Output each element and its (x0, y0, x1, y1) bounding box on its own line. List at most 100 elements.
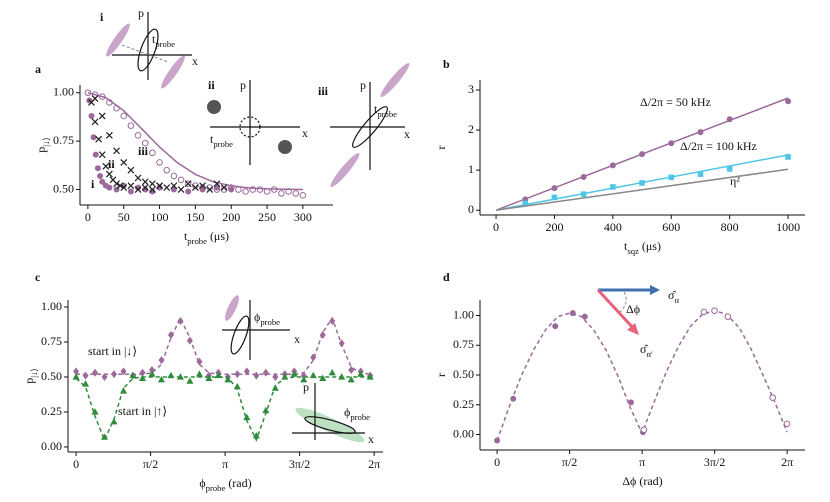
text-part: a (35, 62, 41, 76)
y-axis-label: r (434, 146, 448, 150)
data-point (233, 382, 241, 390)
data-point (95, 135, 103, 143)
text-part: x (368, 432, 374, 446)
x-tick-label: 100 (151, 210, 169, 224)
data-point (141, 184, 149, 192)
data-point (177, 186, 185, 193)
data-point (309, 371, 317, 379)
text-part: |↓⟩ (41, 137, 51, 146)
x-tick-label: π/2 (143, 457, 158, 471)
annotation: ii (108, 157, 115, 171)
text-part: probe (155, 39, 175, 49)
inset-sketches (106, 12, 660, 443)
data-point (234, 370, 241, 379)
data-point (627, 399, 634, 406)
data-point (157, 375, 165, 383)
data-point (551, 194, 558, 201)
text-part: i (100, 10, 104, 24)
data-point (213, 184, 220, 191)
fit-line (495, 168, 789, 211)
y-tick-label: 3 (468, 82, 474, 96)
text-part: 0.25 (453, 397, 474, 411)
data-point (163, 184, 171, 192)
annotation: σ̂α′ (640, 342, 653, 359)
text-part: ii (108, 157, 115, 171)
series-label: start in |↓⟩ (88, 344, 137, 358)
coherent-state (207, 100, 221, 114)
data-point (105, 131, 113, 139)
text-part: 0.50 (53, 181, 74, 195)
text-part: 200 (222, 210, 240, 224)
x-axis-label: ϕprobe (rad) (199, 476, 251, 493)
data-point (82, 371, 89, 380)
data-point (214, 371, 222, 379)
data-point (199, 186, 206, 193)
data-point (92, 368, 99, 377)
data-point (116, 182, 124, 190)
text-part: 3π/2 (704, 455, 725, 469)
annotation: Δϕ (626, 302, 640, 316)
y-tick-label: 0 (468, 202, 474, 216)
data-point (92, 151, 99, 158)
data-point (228, 186, 235, 193)
data-point (106, 184, 113, 191)
text-part: 800 (721, 220, 739, 234)
data-point (243, 367, 250, 376)
text-part: p (34, 147, 48, 153)
text-part: p (303, 380, 309, 394)
data-point (357, 370, 365, 377)
x-tick-label: π (222, 457, 228, 471)
data-point (199, 182, 206, 190)
fit-line (75, 376, 371, 442)
data-point (120, 367, 127, 376)
data-point (110, 417, 118, 425)
text-part: 0.00 (453, 426, 474, 440)
data-point (99, 178, 106, 185)
series-label: Δ/2π = 100 kHz (680, 139, 757, 153)
text-part: x (404, 127, 410, 141)
sigma-prime-arrow (596, 288, 637, 332)
text-part: iii (318, 84, 329, 98)
data-point (101, 372, 108, 381)
annotation: iii (138, 144, 149, 158)
data-point (170, 172, 178, 180)
data-point (640, 426, 648, 434)
x-tick-label: 600 (662, 220, 680, 234)
data-point (97, 172, 104, 179)
text-part: 0.50 (453, 367, 474, 381)
text-part: start in |↑⟩ (118, 404, 167, 418)
data-point (120, 387, 128, 394)
text-part: 1.00 (53, 84, 74, 98)
text-part: Δ/2π = 100 kHz (680, 139, 757, 153)
data-point (700, 308, 708, 316)
y-tick-label: 0.25 (453, 397, 474, 411)
x-tick-label: 50 (118, 210, 130, 224)
data-point (72, 373, 80, 380)
y-tick-label: 0.50 (41, 369, 62, 383)
data-point (329, 316, 336, 325)
x-tick-label: 0 (85, 210, 91, 224)
data-point (91, 118, 99, 126)
data-point (319, 374, 327, 381)
x-tick-label: 3π/2 (289, 457, 310, 471)
data-point (138, 374, 146, 381)
squeezed-state (161, 55, 185, 89)
text-part: x (302, 126, 308, 140)
data-point (170, 182, 178, 190)
text-part: 0 (468, 202, 474, 216)
data-point (111, 370, 118, 379)
x-tick-label: π/2 (562, 455, 577, 469)
data-point (242, 188, 249, 195)
y-tick-label: 1.00 (41, 299, 62, 313)
data-point (191, 184, 199, 192)
annotation: x (302, 126, 308, 140)
displacement (121, 44, 169, 63)
data-point (697, 171, 704, 177)
x-tick-label: 400 (604, 220, 622, 234)
x-tick-label: 1000 (776, 220, 800, 234)
annotation: x (368, 432, 374, 446)
annotation: ϕprobe (344, 405, 370, 422)
text-part: η² (730, 174, 740, 188)
data-point (127, 166, 135, 174)
squeezed-state (106, 23, 130, 57)
